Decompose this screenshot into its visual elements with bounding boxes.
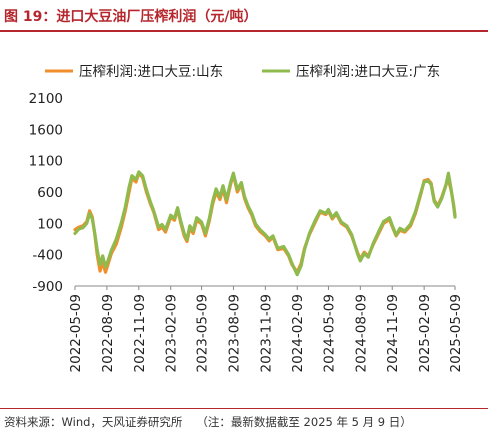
footer-divider — [0, 408, 488, 409]
x-tick-label: 2025-02-09 — [417, 294, 433, 372]
y-tick-label: -400 — [32, 248, 63, 264]
x-tick-label: 2022-11-09 — [132, 294, 148, 372]
x-tick-label: 2025-05-09 — [448, 294, 464, 372]
source-text: 资料来源：Wind，天风证券研究所 — [4, 415, 183, 429]
plot-area — [73, 170, 457, 277]
y-tick-label: 1100 — [29, 154, 63, 170]
x-tick-label: 2022-05-09 — [68, 294, 84, 372]
title-divider — [0, 30, 488, 32]
x-tick-label: 2024-02-09 — [290, 294, 306, 372]
x-tick-label: 2023-11-09 — [258, 294, 274, 372]
y-axis: 2100 1600 1100 600 100 -400 -900 — [29, 91, 63, 295]
x-axis: 2022-05-09 2022-08-09 2022-11-09 2023-02-09… — [68, 285, 464, 372]
source-note: 资料来源：Wind，天风证券研究所 （注：最新数据截至 2025 年 5 月 9 … — [4, 414, 412, 430]
x-tick-label: 2023-08-09 — [226, 294, 242, 372]
series-line-guangdong — [73, 170, 457, 277]
x-tick-label: 2023-05-09 — [195, 294, 211, 372]
x-tick-label: 2022-08-09 — [100, 294, 116, 372]
chart: 压榨利润:进口大豆:山东 压榨利润:进口大豆:广东 2100 1600 1100 600… — [29, 63, 464, 372]
data-cutoff-note: （注：最新数据截至 2025 年 5 月 9 日） — [196, 415, 412, 429]
y-tick-label: 100 — [37, 216, 63, 232]
y-tick-label: -900 — [32, 279, 63, 295]
legend-label-shandong: 压榨利润:进口大豆:山东 — [79, 63, 223, 80]
series-line-shandong — [73, 171, 457, 274]
x-tick-label: 2024-05-09 — [321, 294, 337, 372]
x-tick-label: 2023-02-09 — [164, 294, 180, 372]
legend-label-guangdong: 压榨利润:进口大豆:广东 — [296, 63, 440, 80]
chart-title: 图 19：进口大豆油厂压榨利润（元/吨） — [4, 9, 258, 25]
legend: 压榨利润:进口大豆:山东 压榨利润:进口大豆:广东 — [45, 63, 440, 80]
y-tick-label: 1600 — [29, 122, 63, 138]
x-tick-label: 2024-08-09 — [353, 294, 369, 372]
y-tick-label: 2100 — [29, 91, 63, 107]
y-tick-label: 600 — [37, 185, 63, 201]
x-tick-label: 2024-11-09 — [385, 294, 401, 372]
